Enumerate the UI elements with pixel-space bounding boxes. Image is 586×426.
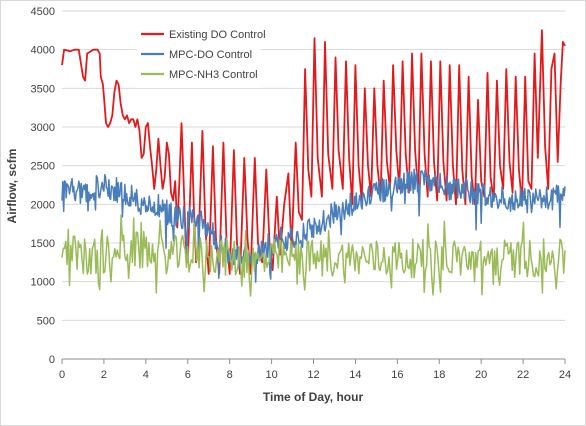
x-axis-title: Time of Day, hour — [263, 390, 364, 404]
x-tick-label: 4 — [143, 369, 149, 381]
x-tick-label: 2 — [101, 369, 107, 381]
y-tick-label: 2000 — [31, 199, 55, 211]
legend-label: MPC-NH3 Control — [169, 69, 258, 81]
y-tick-label: 4000 — [31, 45, 55, 57]
y-tick-label: 1000 — [31, 277, 55, 289]
y-tick-label: 4500 — [31, 6, 55, 18]
y-tick-label: 3000 — [31, 122, 55, 134]
legend-label: Existing DO Control — [169, 29, 266, 41]
y-tick-label: 500 — [37, 315, 55, 327]
x-tick-label: 22 — [517, 369, 529, 381]
y-tick-label: 2500 — [31, 161, 55, 173]
legend-item-existing-do: Existing DO Control — [141, 29, 266, 41]
series-line-mpc-do — [61, 168, 566, 283]
y-tick-label: 1500 — [31, 238, 55, 250]
x-tick-label: 8 — [227, 369, 233, 381]
series-line-existing-do — [61, 29, 566, 275]
legend: Existing DO Control MPC-DO Control MPC-N… — [137, 24, 266, 88]
x-tick-labels: 0 2 4 6 8 10 12 14 16 18 20 22 24 — [59, 369, 571, 381]
legend-item-mpc-nh3: MPC-NH3 Control — [141, 69, 258, 81]
x-tick-label: 12 — [307, 369, 319, 381]
series-lines — [61, 29, 566, 297]
x-tick-label: 14 — [349, 369, 361, 381]
x-tick-label: 10 — [265, 369, 277, 381]
y-tick-label: 3500 — [31, 83, 55, 95]
legend-label: MPC-DO Control — [169, 49, 252, 61]
legend-item-mpc-do: MPC-DO Control — [141, 49, 252, 61]
x-tick-label: 16 — [391, 369, 403, 381]
x-tick-label: 18 — [433, 369, 445, 381]
y-axis-title: Airflow, scfm — [5, 149, 19, 224]
x-tick-label: 6 — [185, 369, 191, 381]
x-tick-label: 0 — [59, 369, 65, 381]
series-line-mpc-nh3 — [61, 214, 566, 297]
y-tick-labels: 0 500 1000 1500 2000 2500 3000 3500 4000 4500 — [31, 6, 55, 366]
x-tick-label: 20 — [475, 369, 487, 381]
axes — [61, 358, 566, 364]
x-tick-label: 24 — [559, 369, 571, 381]
y-tick-label: 0 — [49, 354, 55, 366]
